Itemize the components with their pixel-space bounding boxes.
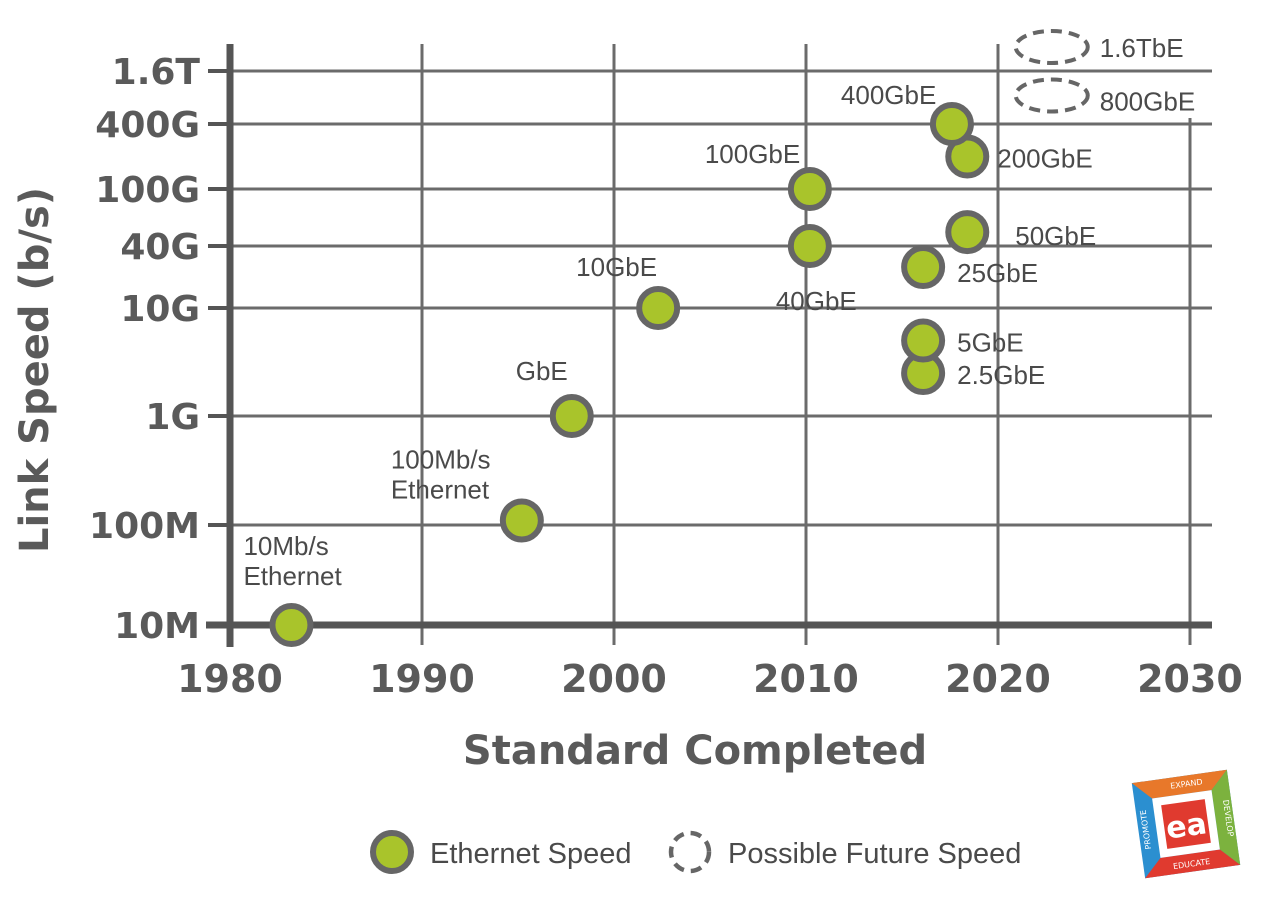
- x-tick-label: 2010: [753, 657, 859, 701]
- x-tick-label: 1990: [369, 657, 475, 701]
- x-tick-label: 2030: [1137, 657, 1243, 701]
- data-label-10mb-s-ethernet: 10Mb/s Ethernet: [243, 531, 342, 591]
- point-5gbe: [901, 318, 946, 363]
- future-point-1-6tbe: [1013, 29, 1090, 65]
- y-tick-labels: 10M 100M 1G 10G 40G 100G 400G 1.6T: [89, 52, 200, 647]
- ea-logo: ea EXPAND PROMOTE DEVELOP EDUCATE: [1131, 769, 1241, 879]
- y-tick-label: 40G: [120, 227, 200, 268]
- data-points: [269, 29, 1090, 647]
- data-label-line: 10Mb/s: [243, 531, 328, 561]
- data-label-400gbe: 400GbE: [841, 80, 936, 110]
- data-label-200gbe: 200GbE: [997, 144, 1092, 174]
- legend-ethernet-label: Ethernet Speed: [430, 838, 632, 870]
- legend-future-marker: [668, 830, 712, 874]
- y-tick-label: 10M: [114, 606, 200, 647]
- legend-future-label: Possible Future Speed: [728, 838, 1021, 870]
- x-tick-label: 2020: [945, 657, 1051, 701]
- x-tick-label: 2000: [561, 657, 667, 701]
- legend: Ethernet Speed Possible Future Speed: [370, 830, 1021, 874]
- data-label-50gbe: 50GbE: [1015, 221, 1096, 251]
- y-tick-label: 10G: [120, 289, 200, 330]
- point-100mb-s-ethernet: [499, 498, 544, 543]
- data-label-100gbe: 100GbE: [705, 139, 800, 169]
- point-10gbe: [636, 286, 681, 330]
- y-tick-label: 100G: [95, 170, 200, 211]
- y-tick-label: 400G: [95, 105, 200, 146]
- data-label-line: 5GbE: [957, 328, 1024, 358]
- data-label-line: 25GbE: [957, 258, 1038, 288]
- legend-ethernet-marker: [370, 830, 414, 874]
- data-label-line: 100GbE: [705, 139, 800, 169]
- data-label-line: 50GbE: [1015, 221, 1096, 251]
- data-label-line: 2.5GbE: [957, 360, 1045, 390]
- y-tick-label: 1G: [145, 397, 200, 438]
- data-label-line: 1.6TbE: [1100, 33, 1184, 63]
- data-label-line: Ethernet: [391, 474, 490, 504]
- data-label-gbe: GbE: [516, 356, 568, 386]
- point-10mb-s-ethernet: [269, 603, 314, 647]
- point-50gbe: [945, 210, 990, 255]
- data-label-line: 400GbE: [841, 80, 936, 110]
- data-label-line: Ethernet: [243, 561, 342, 591]
- point-25gbe: [901, 245, 946, 290]
- point-40gbe: [787, 224, 832, 268]
- data-label-line: 800GbE: [1100, 87, 1195, 117]
- data-label-line: 40GbE: [776, 286, 857, 316]
- point-gbe: [549, 394, 594, 438]
- point-100gbe: [787, 167, 832, 211]
- data-label-line: GbE: [516, 356, 568, 386]
- point-400gbe: [929, 102, 974, 146]
- ea-logo-letters: ea: [1164, 806, 1209, 846]
- data-label-800gbe: 800GbE: [1100, 87, 1195, 117]
- data-label-line: 200GbE: [997, 144, 1092, 174]
- y-axis-title: Link Speed (b/s): [12, 187, 58, 553]
- data-label-1-6tbe: 1.6TbE: [1100, 33, 1184, 63]
- y-tick-label: 100M: [89, 506, 200, 547]
- x-tick-labels: 1980 1990 2000 2010 2020 2030: [177, 657, 1243, 701]
- data-label-line: 10GbE: [576, 252, 657, 282]
- data-label-100mb-s-ethernet: 100Mb/s Ethernet: [391, 444, 491, 504]
- data-label-25gbe: 25GbE: [957, 258, 1038, 288]
- axes: [206, 44, 1212, 647]
- x-tick-label: 1980: [177, 657, 283, 701]
- data-label-line: 100Mb/s: [391, 444, 491, 474]
- data-label-2-5gbe: 2.5GbE: [957, 360, 1045, 390]
- ea-logo-word-top: EXPAND: [1170, 777, 1203, 790]
- grid: [208, 44, 1212, 645]
- data-label-10gbe: 10GbE: [576, 252, 657, 282]
- data-label-5gbe: 5GbE: [957, 328, 1024, 358]
- data-label-40gbe: 40GbE: [776, 286, 857, 316]
- future-point-800gbe: [1013, 77, 1090, 114]
- x-axis-title: Standard Completed: [463, 728, 927, 774]
- y-tick-label: 1.6T: [112, 52, 201, 93]
